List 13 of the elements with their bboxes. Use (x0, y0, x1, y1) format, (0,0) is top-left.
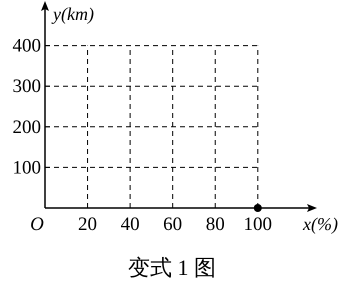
x-tick-label: 40 (120, 214, 140, 235)
x-tick-label: O (30, 214, 44, 235)
y-tick-label: 100 (12, 157, 41, 178)
x-tick-label: 60 (163, 214, 182, 235)
y-axis-title: y(km) (51, 4, 94, 24)
x-axis-title: x(%) (302, 214, 338, 234)
y-tick-label: 400 (12, 36, 41, 57)
x-tick-label: 80 (206, 214, 225, 235)
y-tick-label: 300 (12, 76, 41, 98)
x-tick-label: 20 (78, 214, 98, 235)
y-tick-label: 200 (12, 116, 41, 138)
text: 变式 1 图 (128, 255, 216, 280)
x-tick-label: 100 (244, 214, 272, 235)
